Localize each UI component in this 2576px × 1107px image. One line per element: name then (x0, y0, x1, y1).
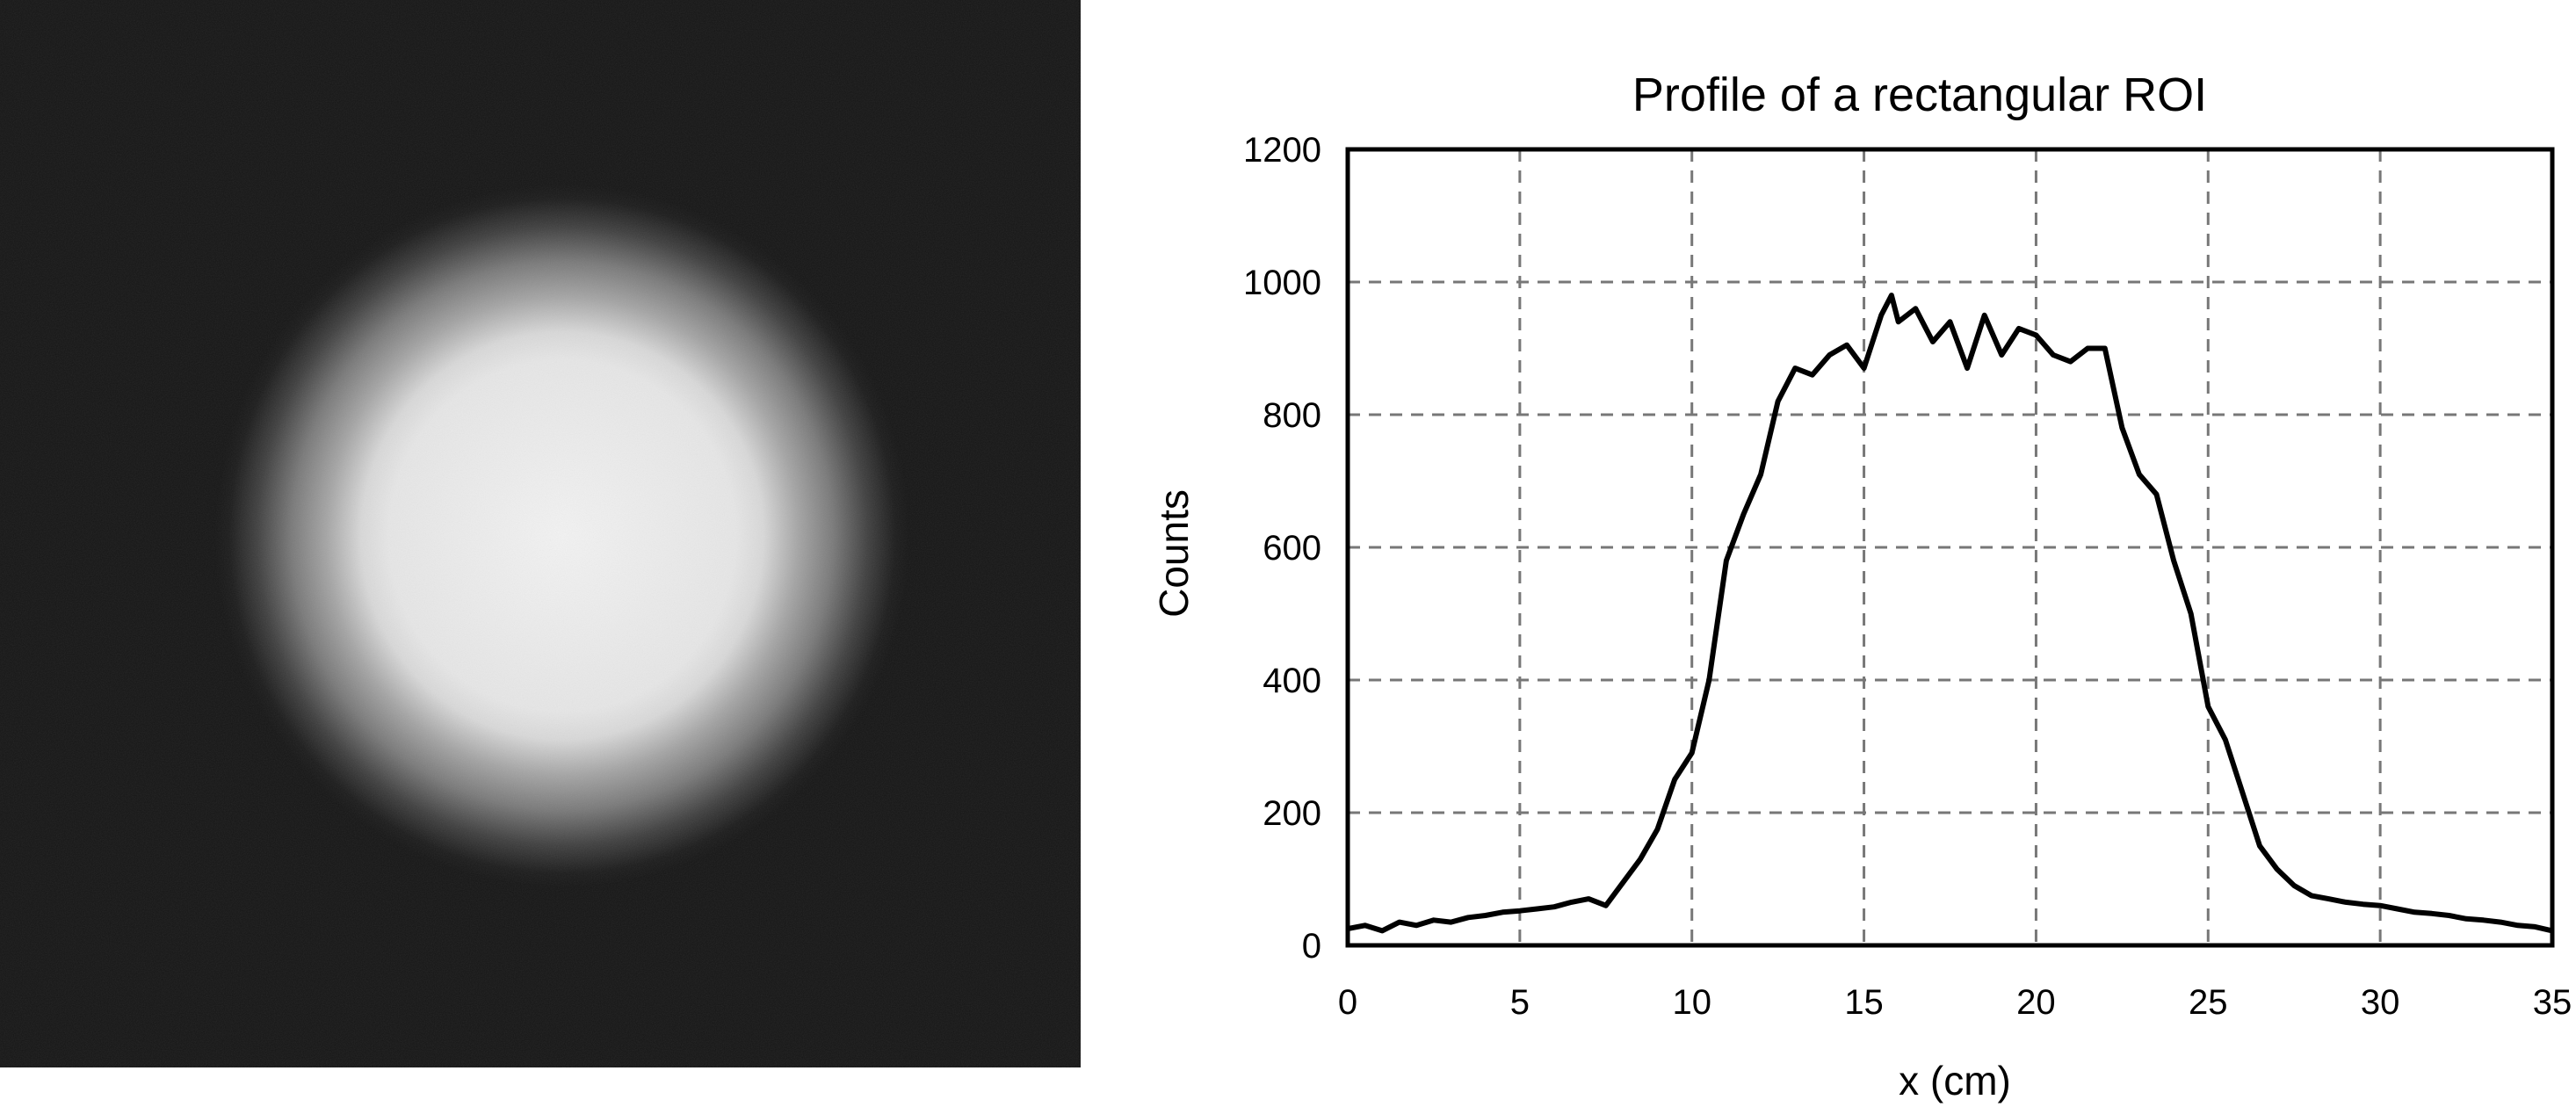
data-point (1827, 352, 1832, 358)
series-line-profile (1347, 293, 2553, 934)
profile-chart: Profile of a rectangular ROI 02004006008… (1151, 69, 2572, 1103)
y-tick-label: 0 (1302, 927, 1321, 966)
data-point (2102, 346, 2108, 351)
data-point (1517, 908, 1523, 914)
y-axis-label: Counts (1151, 489, 1197, 618)
data-point (2395, 906, 2400, 911)
data-point (1965, 365, 1970, 371)
y-axis-ticks: 0 200 400 600 800 1000 1200 (1243, 131, 1321, 966)
x-tick-label: 20 (2016, 983, 2056, 1022)
data-point (1889, 293, 1894, 298)
x-axis-ticks: 0 5 10 15 20 25 30 35 (1338, 983, 2572, 1022)
data-point (1740, 511, 1746, 517)
chart-grid (1348, 149, 2552, 945)
data-point (1465, 915, 1471, 920)
data-point (2515, 922, 2521, 928)
data-point (2154, 492, 2160, 497)
data-point (2550, 928, 2555, 933)
x-tick-label: 25 (2189, 983, 2228, 1022)
data-point (1999, 352, 2004, 358)
data-point (2016, 326, 2022, 331)
plot-area-frame (1345, 147, 2555, 948)
data-point (2275, 866, 2280, 872)
data-point (1792, 365, 1798, 371)
data-point (2137, 472, 2142, 477)
data-point (1345, 926, 1350, 931)
x-tick-label: 10 (1672, 983, 1711, 1022)
data-point (1930, 339, 1936, 344)
data-point (2223, 737, 2228, 742)
data-point (1896, 319, 1901, 324)
data-point (1449, 920, 1454, 925)
gamma-camera-scan-image (0, 0, 1081, 1067)
data-point (2291, 883, 2297, 888)
data-point (1948, 319, 1952, 324)
data-point (1569, 900, 1574, 905)
data-point (2309, 893, 2314, 898)
data-point (1913, 306, 1918, 311)
data-point (1379, 928, 1385, 933)
data-point (1776, 399, 1781, 404)
data-point (1672, 777, 1677, 782)
data-point (1431, 917, 1436, 922)
data-point (1586, 896, 1591, 901)
data-point (2532, 924, 2537, 930)
x-tick-label: 0 (1338, 983, 1357, 1022)
y-tick-label: 800 (1263, 396, 1321, 435)
data-point (2119, 425, 2124, 430)
x-tick-label: 35 (2533, 983, 2572, 1022)
data-point (1638, 857, 1643, 862)
data-point (2446, 913, 2451, 918)
data-point (1500, 909, 1505, 915)
y-tick-label: 1200 (1243, 131, 1321, 170)
y-tick-label: 600 (1263, 529, 1321, 568)
data-point (2361, 901, 2366, 907)
data-point (2051, 352, 2056, 358)
data-point (1414, 922, 1419, 928)
series-points (1345, 293, 2555, 933)
data-point (2377, 903, 2383, 908)
data-point (2240, 790, 2245, 795)
x-axis-label: x (cm) (1899, 1058, 2011, 1103)
y-tick-label: 1000 (1243, 264, 1321, 302)
data-point (2412, 909, 2417, 915)
data-point (1844, 343, 1849, 348)
x-tick-label: 15 (1844, 983, 1884, 1022)
data-point (2498, 920, 2503, 925)
data-point (1397, 920, 1402, 925)
data-point (2326, 896, 2331, 901)
data-point (1534, 906, 1539, 911)
data-point (2257, 843, 2262, 849)
y-tick-label: 400 (1263, 662, 1321, 700)
data-point (1483, 913, 1488, 918)
data-point (1706, 677, 1711, 683)
data-point (2085, 346, 2090, 351)
data-point (2481, 917, 2486, 922)
data-point (2068, 359, 2073, 365)
data-point (1982, 313, 1987, 318)
data-point (1862, 365, 1867, 371)
x-tick-label: 5 (1510, 983, 1530, 1022)
data-point (2033, 332, 2038, 337)
data-point (1724, 558, 1729, 563)
data-point (1655, 827, 1661, 832)
y-tick-label: 200 (1263, 794, 1321, 833)
data-point (1878, 313, 1884, 318)
data-point (2343, 900, 2348, 905)
data-point (1620, 879, 1625, 885)
data-point (2189, 611, 2194, 616)
data-point (1552, 904, 1557, 909)
data-point (1690, 750, 1695, 756)
data-point (2429, 911, 2435, 916)
data-point (2171, 558, 2176, 563)
data-point (1603, 903, 1609, 908)
data-point (1810, 373, 1815, 378)
data-point (1363, 922, 1368, 928)
chart-title: Profile of a rectangular ROI (1632, 69, 2207, 121)
data-point (1758, 472, 1763, 477)
x-tick-label: 30 (2361, 983, 2400, 1022)
data-point (2464, 916, 2469, 922)
data-point (2205, 704, 2211, 709)
